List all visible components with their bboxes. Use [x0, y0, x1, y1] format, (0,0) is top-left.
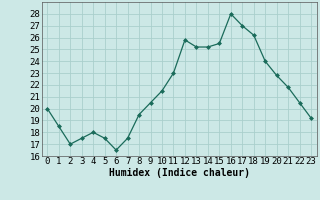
- X-axis label: Humidex (Indice chaleur): Humidex (Indice chaleur): [109, 168, 250, 178]
